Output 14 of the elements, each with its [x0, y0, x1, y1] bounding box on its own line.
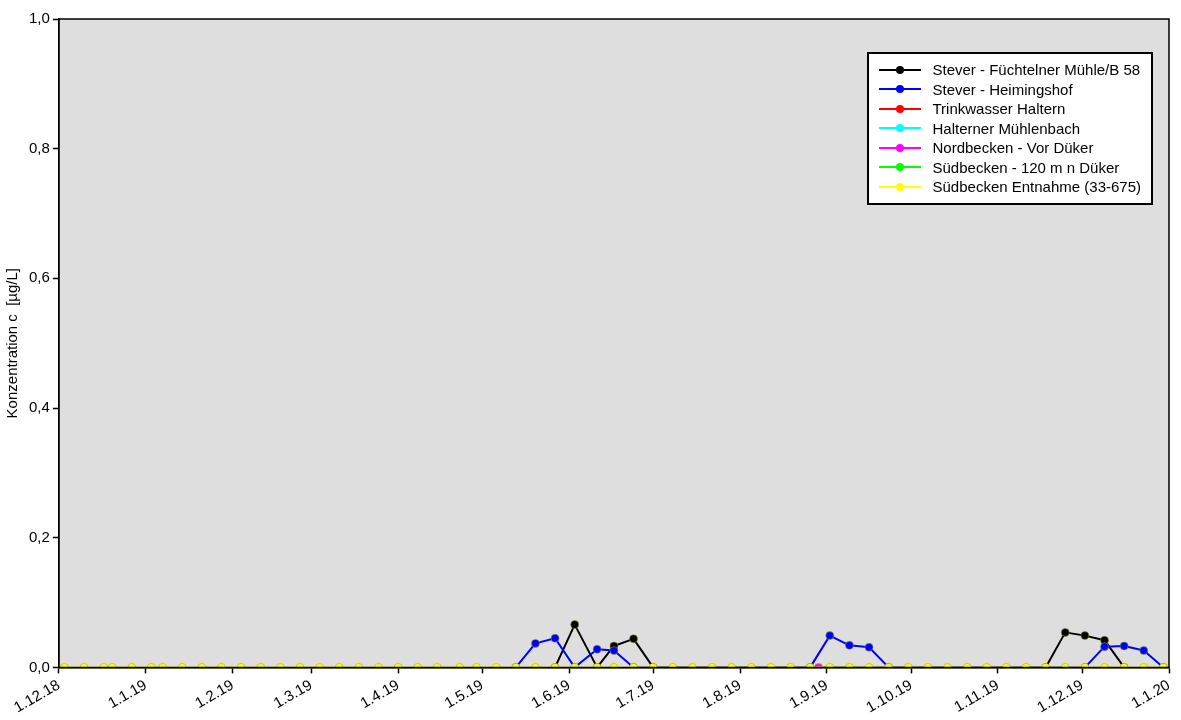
y-tick-label: 1,0: [28, 9, 50, 27]
legend-label: Südbecken - 120 m n Düker: [932, 157, 1120, 177]
y-tick-label: 0,4: [28, 398, 50, 416]
legend-label: Stever - Füchtelner Mühle/B 58: [932, 60, 1141, 80]
y-tick-label: 0,2: [28, 527, 50, 545]
y-tick-label: 0,8: [28, 138, 50, 156]
legend-label: Stever - Heimingshof: [932, 79, 1073, 99]
y-axis-title: Konzentration c [µg/L]: [3, 267, 21, 419]
y-tick-label: 0,6: [28, 268, 50, 286]
legend-label: Südbecken Entnahme (33-675): [932, 177, 1141, 197]
legend-label: Halterner Mühlenbach: [932, 118, 1081, 138]
legend-label: Trinkwasser Haltern: [932, 99, 1066, 119]
y-tick-label: 0,0: [28, 657, 50, 675]
legend-label: Nordbecken - Vor Düker: [932, 138, 1094, 158]
